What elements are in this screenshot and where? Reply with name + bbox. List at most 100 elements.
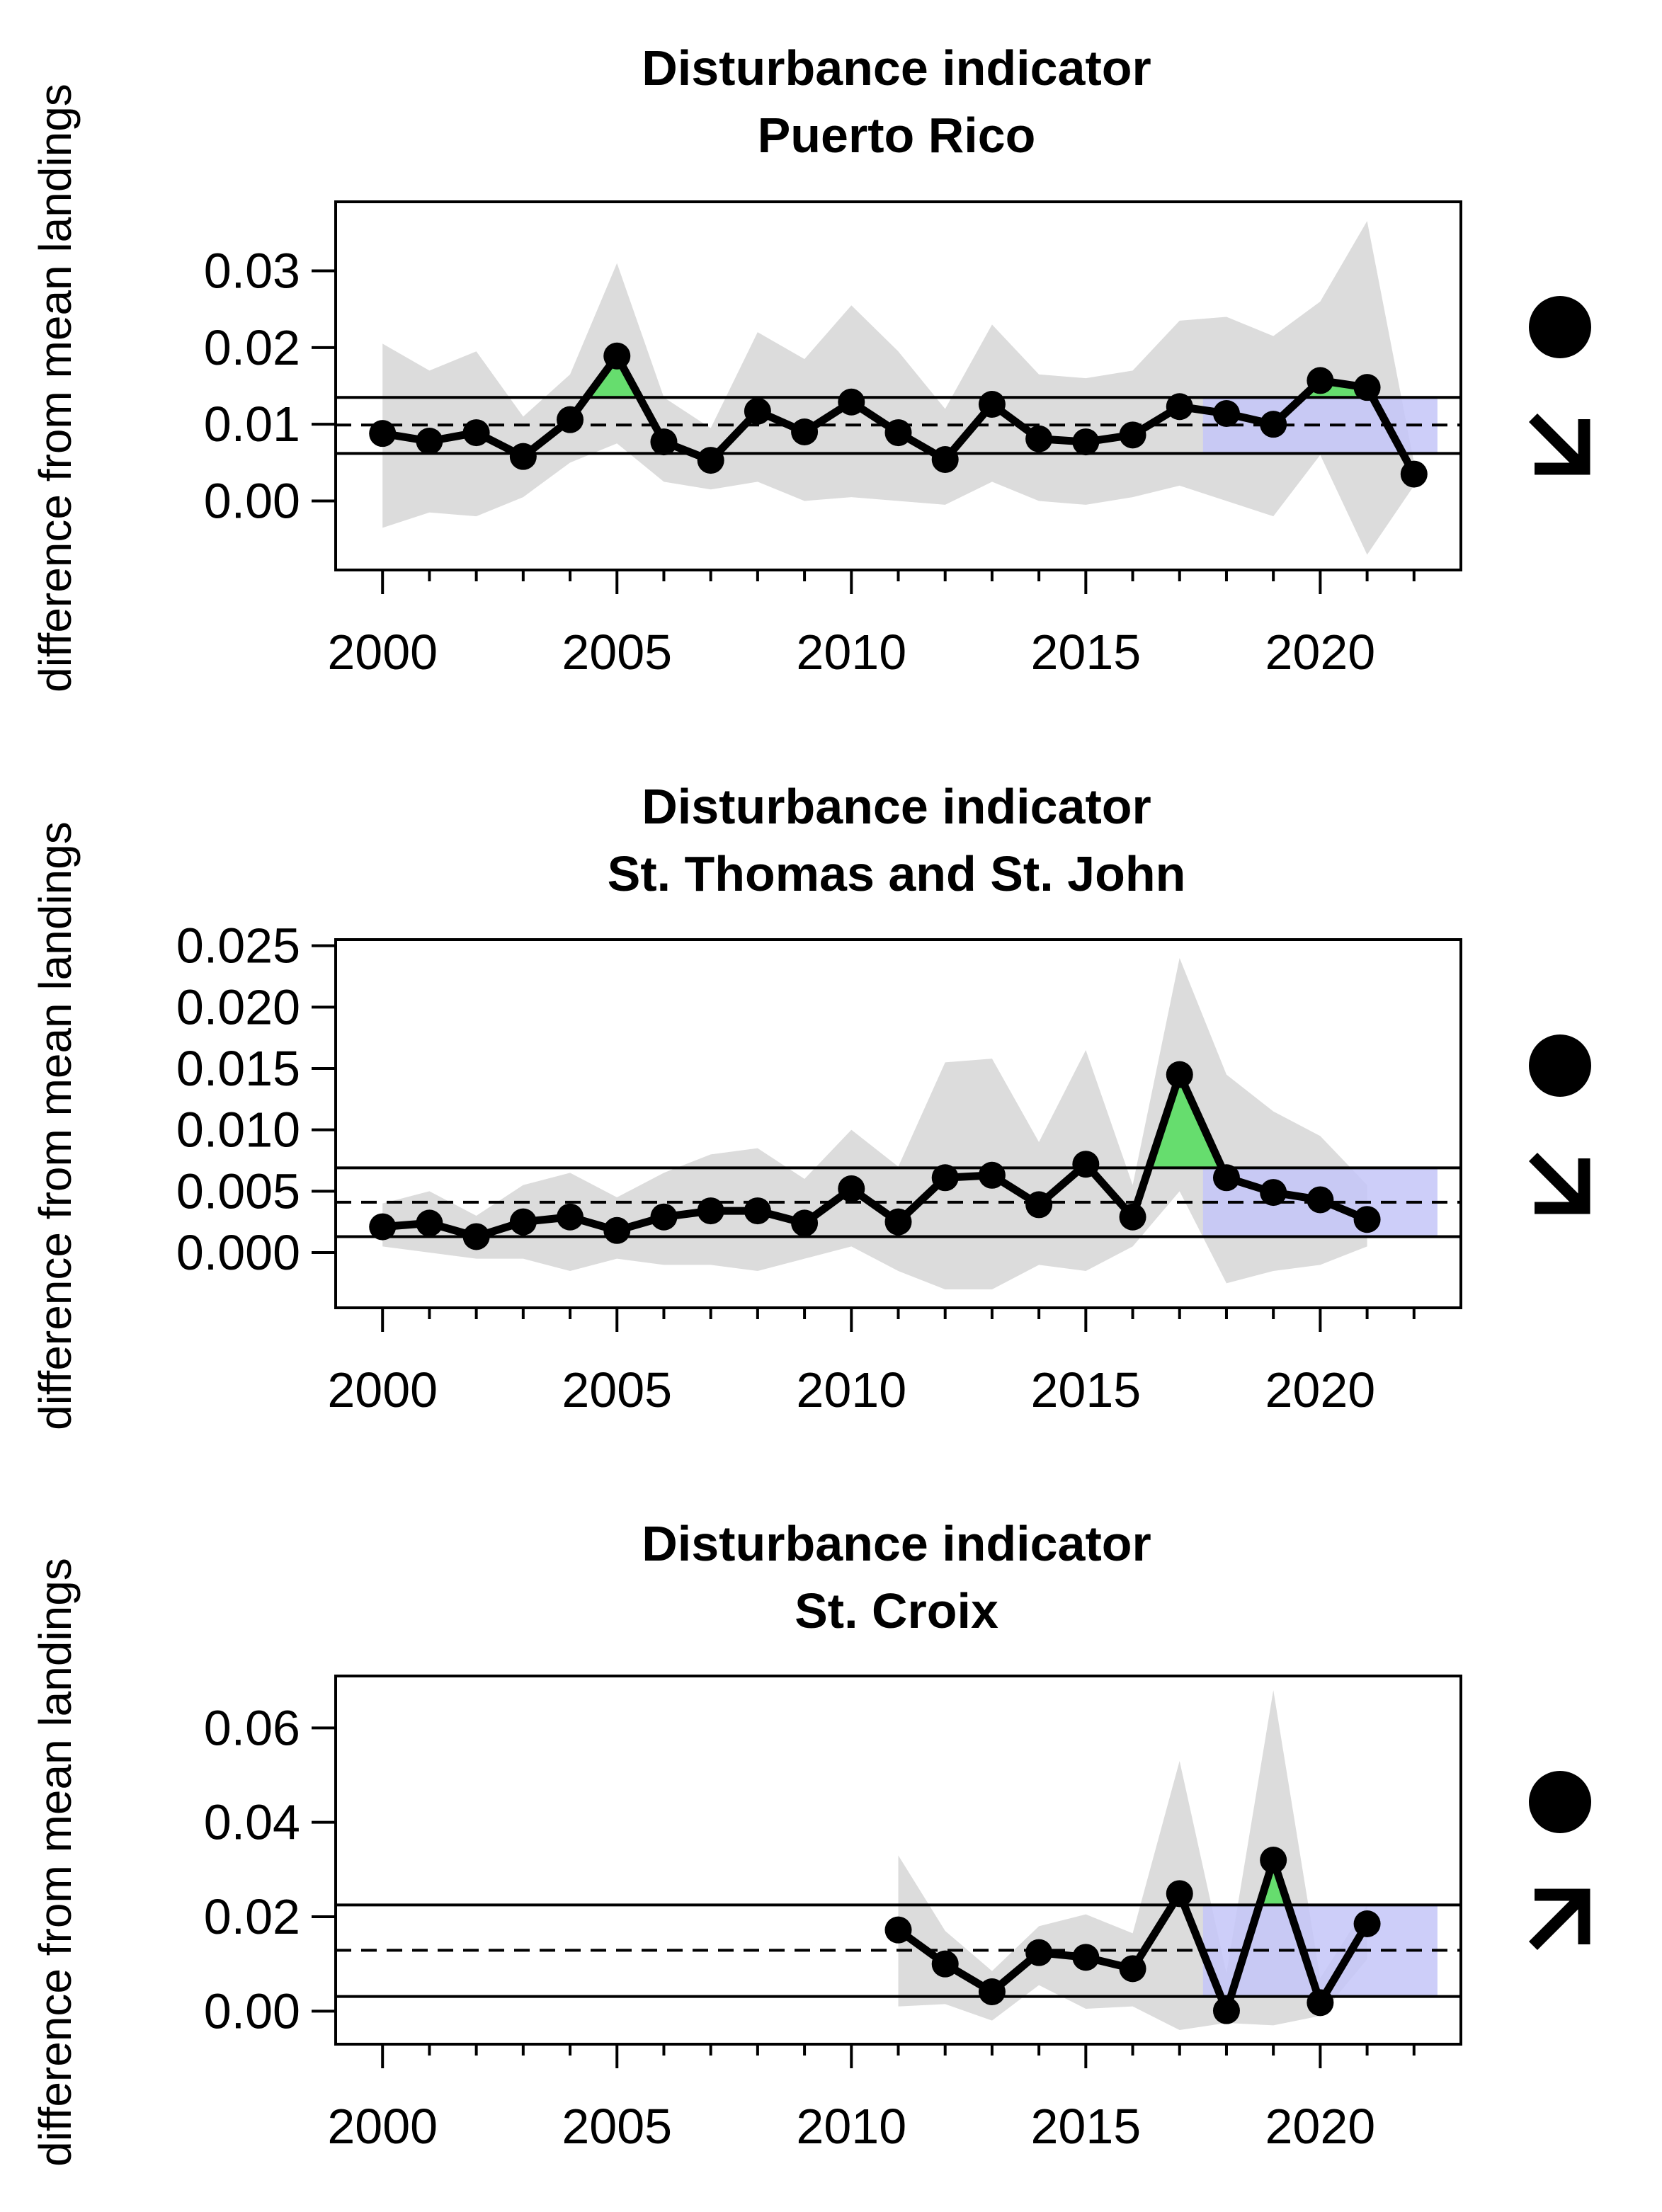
x-tick-label: 2015 (1030, 2099, 1141, 2154)
chart-title-line1: Disturbance indicator (642, 1516, 1151, 1571)
x-tick-label: 2010 (796, 1362, 906, 1418)
x-tick-label: 2000 (327, 1362, 438, 1418)
data-point (697, 447, 724, 474)
data-point (1307, 367, 1334, 394)
arrow-head (1535, 419, 1590, 475)
data-point (884, 1208, 912, 1236)
y-tick-label: 0.005 (176, 1163, 300, 1219)
y-axis-label: difference from mean landings (30, 84, 81, 692)
y-tick-label: 0.01 (204, 397, 300, 452)
x-tick-label: 2010 (796, 625, 906, 680)
trend-mean-circle-icon (1529, 1771, 1591, 1833)
arrow-down-right-icon (1528, 413, 1590, 475)
data-point (1166, 1061, 1193, 1088)
chart-title-line1: Disturbance indicator (642, 779, 1151, 834)
data-point (1025, 1191, 1053, 1219)
x-tick-label: 2000 (327, 2099, 438, 2154)
chart-title-line2: Puerto Rico (758, 108, 1036, 163)
chart-title-line1: Disturbance indicator (642, 40, 1151, 96)
data-point (1166, 393, 1193, 421)
data-point (1166, 1880, 1193, 1908)
x-tick-label: 2005 (562, 2099, 672, 2154)
data-point (1212, 400, 1240, 427)
y-tick-label: 0.03 (204, 244, 300, 299)
y-tick-label: 0.06 (204, 1700, 300, 1755)
x-tick-label: 2000 (327, 625, 438, 680)
y-tick-label: 0.04 (204, 1795, 300, 1850)
data-point (838, 1175, 865, 1202)
panel-st-thomas-st-john: Disturbance indicator St. Thomas and St.… (30, 779, 1591, 1430)
data-point (1353, 1910, 1381, 1937)
data-point (557, 1203, 584, 1231)
data-point (650, 428, 678, 456)
data-point (1260, 1847, 1287, 1874)
data-point (1212, 1164, 1240, 1192)
arrow-shaft (1528, 1152, 1586, 1210)
x-tick-label: 2010 (796, 2099, 906, 2154)
x-tick-label: 2020 (1265, 2099, 1376, 2154)
data-point (884, 1916, 912, 1944)
x-tick-label: 2020 (1265, 1362, 1376, 1418)
data-point (603, 342, 631, 370)
series-line (382, 1071, 1369, 1241)
panel-puerto-rico: Disturbance indicator Puerto Rico differ… (30, 40, 1591, 692)
data-point (1025, 425, 1053, 452)
data-point (978, 391, 1006, 418)
data-point (650, 1203, 678, 1231)
data-point (1119, 1955, 1146, 1983)
x-tick-label: 2015 (1030, 625, 1141, 680)
data-point (416, 1209, 443, 1237)
data-point (1353, 1206, 1381, 1233)
data-point (744, 397, 771, 425)
y-tick-label: 0.000 (176, 1225, 300, 1280)
data-point (1212, 1997, 1240, 2024)
data-point (509, 1208, 537, 1236)
arrow-head (1535, 1888, 1590, 1944)
data-point (791, 1209, 819, 1237)
data-point (978, 1978, 1006, 2005)
trend-mean-circle-icon (1529, 1034, 1591, 1097)
x-tick-label: 2005 (562, 1362, 672, 1418)
data-point (1260, 411, 1287, 438)
data-point (697, 1197, 724, 1225)
data-point (462, 419, 490, 447)
x-tick-label: 2020 (1265, 625, 1376, 680)
x-tick-label: 2005 (562, 625, 672, 680)
arrow-head (1535, 1158, 1590, 1214)
x-tick-label: 2015 (1030, 1362, 1141, 1418)
above-upper-fill (898, 1860, 1367, 1905)
data-point (1353, 374, 1381, 401)
y-tick-label: 0.02 (204, 320, 300, 375)
data-point (744, 1197, 771, 1225)
data-point (931, 1950, 959, 1978)
trend-mean-circle-icon (1529, 296, 1591, 358)
arrow-shaft (1528, 1893, 1586, 1951)
data-point (931, 1164, 959, 1192)
data-point (1025, 1939, 1053, 1966)
data-point (931, 446, 959, 473)
arrow-down-right-icon (1528, 1152, 1590, 1214)
plot-layer (336, 1690, 1461, 2030)
data-point (1260, 1179, 1287, 1207)
arrow-up-right-icon (1528, 1888, 1590, 1951)
y-tick-label: 0.010 (176, 1102, 300, 1158)
confidence-band (382, 221, 1414, 555)
data-point (509, 443, 537, 470)
data-point (1307, 1186, 1334, 1214)
plot-layer (336, 958, 1461, 1289)
y-axis-label: difference from mean landings (30, 1558, 81, 2167)
data-point (369, 1213, 397, 1241)
data-point (838, 388, 865, 416)
data-point (1072, 1151, 1100, 1178)
data-point (791, 418, 819, 445)
data-point (978, 1161, 1006, 1189)
data-point (1072, 428, 1100, 456)
data-point (369, 420, 397, 447)
data-point (884, 419, 912, 447)
arrow-shaft (1528, 413, 1586, 471)
data-point (1400, 460, 1428, 488)
data-point (603, 1216, 631, 1244)
y-axis-label: difference from mean landings (30, 821, 81, 1430)
data-point (1072, 1944, 1100, 1971)
